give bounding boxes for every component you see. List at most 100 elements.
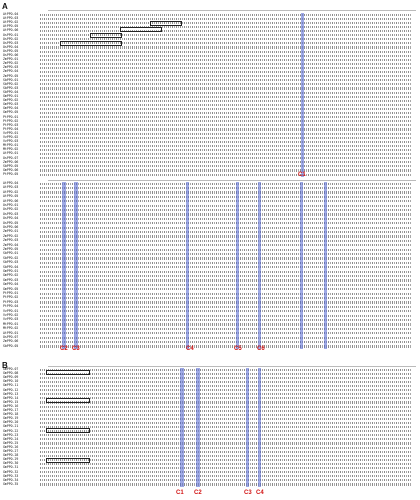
sequence-row [40, 372, 412, 375]
sequence-row [40, 454, 412, 457]
sequence-row [40, 200, 412, 203]
sequence-name: OsPPO-03 [3, 40, 19, 45]
sequence-name: GmPPO-23 [3, 432, 19, 437]
sequence-name: AtPPO-06 [3, 198, 19, 203]
sequence-name: PtPPO-02 [3, 295, 19, 300]
sequence-row [40, 292, 412, 295]
sequence-row [40, 417, 412, 420]
sequence-name: GmPPO-20 [3, 420, 19, 425]
sequence-row [40, 222, 412, 225]
cysteine-label: C5 [234, 346, 242, 352]
sequence-row [40, 380, 412, 384]
sequence-name: GmPPO-01 [3, 94, 19, 98]
sequence-name: ZmPPO-04 [3, 242, 19, 247]
sequence-name: SbPPO-05 [3, 163, 19, 168]
sequence-name: AtPPO-03 [3, 16, 19, 21]
sequence-row [40, 336, 412, 339]
sequence-name: PtPPO-01 [3, 291, 19, 295]
position-ruler [48, 6, 416, 11]
sequence-name: SbPPO-04 [3, 89, 19, 94]
sequence-row [40, 95, 412, 98]
sequence-name: OsPPO-01 [3, 32, 19, 37]
sequence-row [40, 144, 412, 147]
sequence-name: GmPPO-08 [3, 371, 19, 376]
sequence-row [40, 393, 412, 396]
sequence-name: ZmPPO-05 [3, 247, 19, 251]
sequence-row [40, 132, 412, 135]
sequence-name: ZmPPO-03 [3, 238, 19, 243]
conserved-column-highlight [236, 182, 239, 350]
cysteine-label: C1 [176, 490, 184, 496]
motif-box [60, 41, 122, 46]
sequence-row [40, 421, 412, 425]
sequence-row [40, 187, 412, 190]
sequence-row [40, 204, 412, 207]
sequence-name: GmPPO-35 [3, 481, 19, 486]
sequence-name: ZmPPO-02 [3, 61, 19, 66]
sequence-name: AtPPO-01 [3, 330, 19, 335]
sequence-name: OsPPO-07 [3, 155, 19, 160]
sequence-row [40, 327, 412, 330]
sequence-name: GmPPO-13 [3, 391, 19, 396]
sequence-row [40, 231, 412, 234]
sequence-name: PtPPO-04 [3, 304, 19, 309]
sequence-name: OsPPO-02 [3, 207, 19, 212]
sequence-name: GmPPO-02 [3, 98, 19, 103]
sequence-row [40, 270, 412, 273]
sequence-name: SbPPO-03 [3, 85, 19, 90]
sequence-name: OsPPO-04 [3, 44, 19, 49]
sequence-name: SbPPO-03 [3, 260, 19, 265]
motif-box [46, 428, 90, 433]
sequence-row [40, 446, 412, 449]
sequence-name: SbPPO-01 [3, 251, 19, 256]
sequence-row [40, 405, 412, 408]
sequence-row [40, 235, 412, 238]
conserved-column-highlight [258, 182, 261, 350]
sequence-name: GmPPO-03 [3, 102, 19, 107]
sequence-name: AtPPO-03 [3, 185, 19, 190]
sequence-row [40, 182, 412, 185]
sequence-row [40, 239, 412, 242]
sequence-name: PtPPO-02 [3, 118, 19, 123]
sequence-row [40, 112, 412, 115]
sequence-name: VvPPO-03 [3, 317, 19, 322]
sequence-row [40, 450, 412, 453]
conserved-column-highlight [196, 368, 200, 487]
sequence-name: AtPPO-05 [3, 194, 19, 199]
sequence-name: OsPPO-06 [3, 225, 19, 229]
cysteine-label: C3 [72, 346, 80, 352]
sequence-row [40, 173, 412, 176]
sequence-name: GmPPO-22 [3, 428, 19, 433]
panel-b-letter: B [2, 361, 8, 370]
sequence-row [40, 103, 412, 106]
sequence-row [40, 253, 412, 256]
sequence-row [40, 266, 412, 269]
sequence-row [40, 389, 412, 392]
sequence-name: OsPPO-06 [3, 53, 19, 57]
conserved-column-highlight [74, 182, 78, 350]
sequence-name: PtPPO-01 [3, 114, 19, 119]
sequence-row [40, 434, 412, 437]
conserved-column-highlight [300, 182, 303, 350]
sequence-name: PtPPO-05 [3, 171, 19, 176]
sequence-row [40, 99, 412, 102]
sequence-row [40, 275, 412, 278]
sequence-name: MtPPO-02 [3, 147, 19, 152]
conserved-column-highlight [258, 368, 261, 487]
sequence-row [40, 58, 412, 61]
sequence-row [40, 62, 412, 65]
sequence-row [40, 305, 412, 308]
sequence-name: GmPPO-05 [3, 286, 19, 291]
sequence-name: PtPPO-03 [3, 122, 19, 127]
sequence-name: GmPPO-29 [3, 457, 19, 462]
sequence-row [40, 368, 412, 371]
conserved-column-highlight [186, 182, 189, 350]
sequence-row [40, 66, 412, 70]
sequence-row [40, 409, 412, 412]
sequence-row [40, 397, 412, 400]
sequence-name: AtPPO-06 [3, 28, 19, 33]
sequence-row [40, 314, 412, 317]
sequence-row [40, 209, 412, 212]
sequence-name: GmPPO-26 [3, 444, 19, 449]
sequence-name: OsPPO-05 [3, 220, 19, 225]
